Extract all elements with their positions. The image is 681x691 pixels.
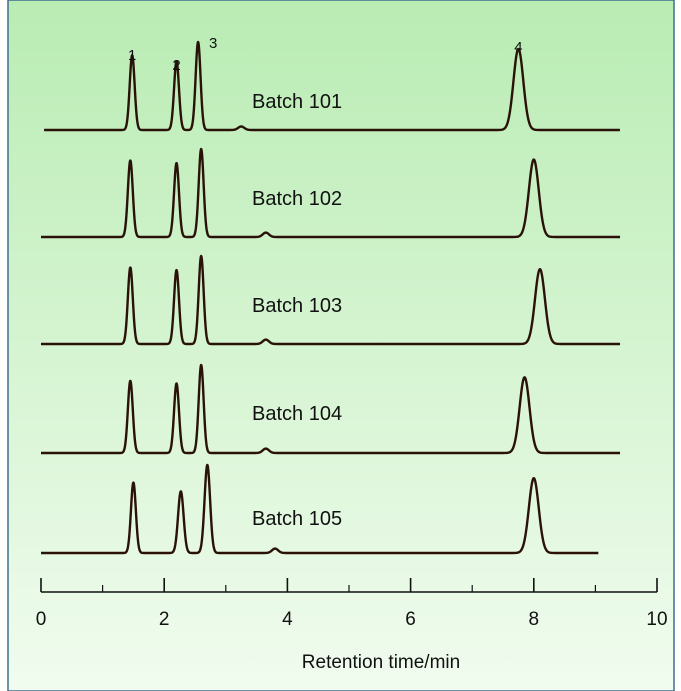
peak-label-3: 3	[209, 35, 217, 52]
x-tick-label-2: 2	[159, 609, 170, 630]
peak-label-4: 4	[514, 39, 522, 56]
plot-background	[7, 0, 675, 691]
peak-label-2: 2	[172, 57, 180, 74]
peak-labels: 1 2 3 4	[128, 35, 523, 74]
trace-4	[40, 363, 621, 455]
x-tick-label-6: 6	[405, 609, 416, 630]
batch-label-3: Batch 103	[252, 295, 342, 317]
trace-1	[43, 40, 621, 132]
trace-5	[40, 463, 600, 555]
trace-3	[40, 254, 621, 346]
trace-2	[40, 147, 621, 239]
batch-label-4: Batch 104	[252, 403, 342, 425]
x-tick-label-4: 4	[282, 609, 293, 630]
x-tick-label-10: 10	[646, 609, 667, 630]
batch-label-1: Batch 101	[252, 91, 342, 113]
x-axis-title: Retention time/min	[302, 652, 460, 673]
batch-label-2: Batch 102	[252, 188, 342, 210]
x-tick-label-8: 8	[529, 609, 540, 630]
batch-label-5: Batch 105	[252, 508, 342, 530]
chromatogram-traces	[40, 40, 621, 555]
x-axis: 0 2 4 6 8 10	[36, 578, 668, 630]
peak-label-1: 1	[128, 47, 136, 64]
batch-labels: Batch 101 Batch 102 Batch 103 Batch 104 Batc…	[252, 91, 342, 530]
x-tick-label-0: 0	[36, 609, 47, 630]
